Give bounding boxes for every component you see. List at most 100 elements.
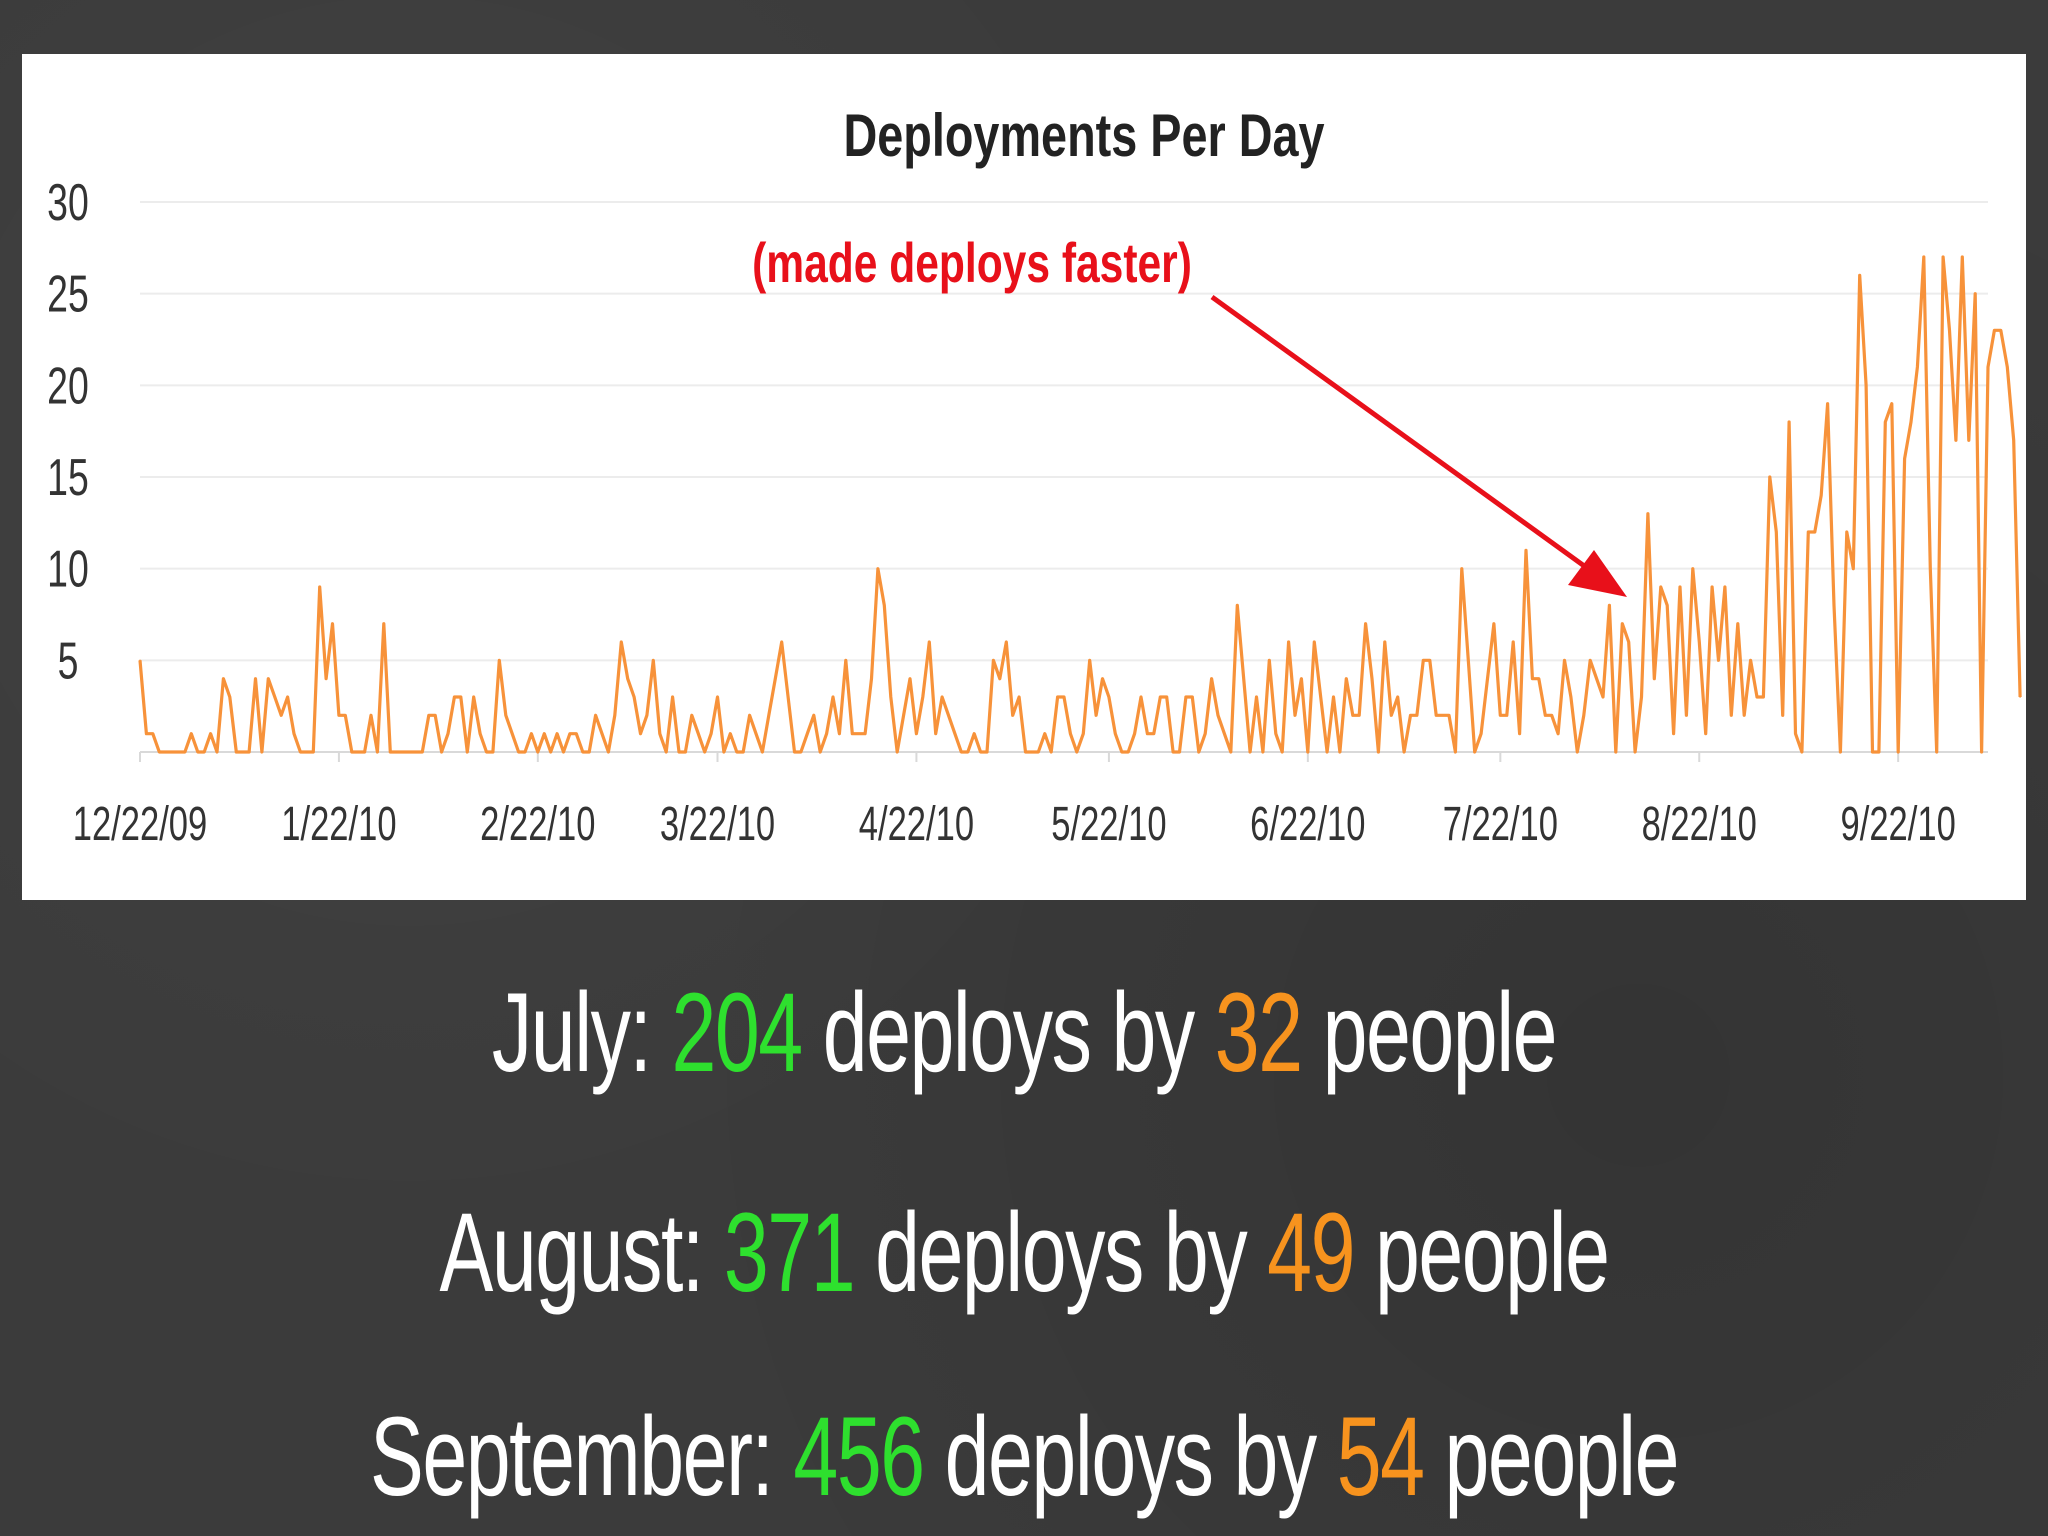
data-point [993, 660, 995, 662]
data-point [922, 696, 924, 698]
x-tick-label: 5/22/10 [1051, 796, 1166, 850]
data-point [1391, 715, 1393, 717]
data-point [1288, 641, 1290, 643]
data-point [1333, 696, 1335, 698]
data-point [1769, 476, 1771, 478]
data-point [1936, 751, 1938, 753]
data-point [1031, 751, 1033, 753]
data-point [1641, 696, 1643, 698]
x-tick-label: 1/22/10 [281, 796, 396, 850]
data-point [1846, 531, 1848, 533]
data-point [1686, 715, 1688, 717]
data-point [775, 678, 777, 680]
stat-deploys-by: deploys by [945, 1394, 1316, 1519]
data-point [422, 751, 424, 753]
data-point [511, 733, 513, 735]
data-point [794, 751, 796, 753]
data-point [1025, 751, 1027, 753]
data-point [755, 733, 757, 735]
data-point [1981, 751, 1983, 753]
data-point [961, 751, 963, 753]
data-point [1666, 605, 1668, 607]
data-point [1724, 586, 1726, 588]
data-point [1962, 256, 1964, 258]
data-point [826, 733, 828, 735]
data-point [556, 733, 558, 735]
data-point [1487, 678, 1489, 680]
data-point [550, 751, 552, 753]
data-point [146, 733, 148, 735]
data-point [1179, 751, 1181, 753]
series-layer [139, 256, 2021, 753]
data-point [1609, 605, 1611, 607]
data-point [248, 751, 250, 753]
data-point [396, 751, 398, 753]
data-point [916, 733, 918, 735]
data-point [1410, 715, 1412, 717]
data-point [1217, 715, 1219, 717]
data-point [434, 715, 436, 717]
y-tick-label: 25 [47, 265, 89, 324]
data-point [1955, 440, 1957, 442]
data-point [569, 733, 571, 735]
data-point [441, 751, 443, 753]
stat-people-label: people [1445, 1394, 1679, 1519]
data-point [1204, 733, 1206, 735]
data-point [1134, 733, 1136, 735]
data-point [1281, 751, 1283, 753]
data-point [1095, 715, 1097, 717]
data-point [1699, 641, 1701, 643]
data-point [1923, 256, 1925, 258]
data-point [1808, 531, 1810, 533]
data-point [1378, 751, 1380, 753]
series-line [140, 257, 2020, 752]
data-point [1480, 733, 1482, 735]
data-point [1660, 586, 1662, 588]
data-point [1397, 696, 1399, 698]
data-point [460, 696, 462, 698]
data-point [640, 733, 642, 735]
data-point [941, 696, 943, 698]
x-tick-label: 12/22/09 [73, 796, 207, 850]
data-point [203, 751, 205, 753]
data-point [595, 715, 597, 717]
data-point [704, 751, 706, 753]
data-point [948, 715, 950, 717]
data-point [954, 733, 956, 735]
data-point [1872, 751, 1874, 753]
stat-deploys-by: deploys by [875, 1190, 1246, 1315]
data-point [845, 660, 847, 662]
annotation-label: (made deploys faster) [752, 231, 1192, 294]
data-point [1545, 715, 1547, 717]
data-point [473, 696, 475, 698]
data-point [903, 715, 905, 717]
data-point [1500, 715, 1502, 717]
chart-title: Deployments Per Day [843, 102, 1324, 169]
data-point [608, 751, 610, 753]
data-point [1249, 751, 1251, 753]
data-point [454, 696, 456, 698]
data-point [1166, 696, 1168, 698]
x-tick-label: 2/22/10 [480, 796, 595, 850]
data-point [1358, 715, 1360, 717]
data-point [1089, 660, 1091, 662]
data-point [287, 696, 289, 698]
chart-panel: Deployments Per Day 5 10 15 20 25 30 12/22/09… [22, 54, 2026, 900]
data-point [505, 715, 507, 717]
data-point [1557, 733, 1559, 735]
data-point [1185, 696, 1187, 698]
data-point [710, 733, 712, 735]
data-point [1423, 660, 1425, 662]
data-point [165, 751, 167, 753]
data-point [1256, 696, 1258, 698]
data-point [261, 751, 263, 753]
data-point [2007, 366, 2009, 368]
data-point [890, 696, 892, 698]
data-point [1314, 641, 1316, 643]
data-point [909, 678, 911, 680]
data-point [1044, 733, 1046, 735]
data-point [1307, 751, 1309, 753]
data-point [364, 751, 366, 753]
data-point [1063, 696, 1065, 698]
data-point [1891, 403, 1893, 405]
